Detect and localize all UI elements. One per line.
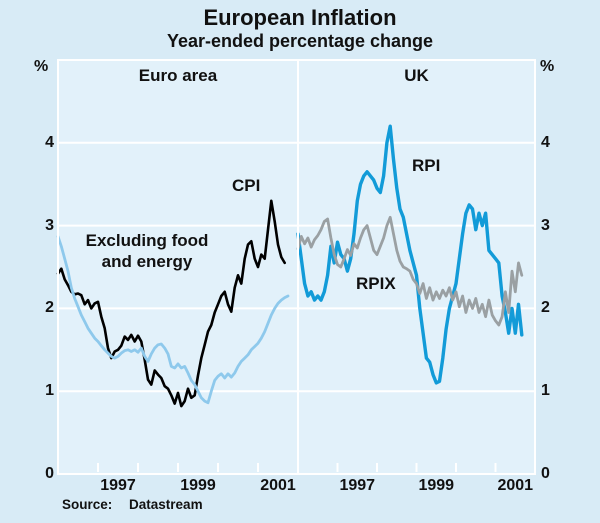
x-axis-label-uk-1999: 1999 [418, 477, 455, 494]
cpi-line [56, 199, 287, 408]
y-axis-label-left-3: 3 [45, 216, 54, 234]
plot-background [58, 60, 535, 474]
series-label-rpix: RPIX [356, 274, 396, 293]
series-label-excluding-food-and-energy: Excluding food and energy [85, 231, 209, 271]
y-axis-label-left-1: 1 [45, 382, 54, 400]
y-axis-label-right-2: 2 [541, 299, 550, 317]
panel-title-uk: UK [404, 66, 429, 85]
y-axis-label-right-4: 4 [541, 133, 550, 151]
rpix-line [296, 215, 524, 327]
x-axis-label-euro-area-2001: 2001 [260, 477, 296, 494]
chart-subtitle: Year-ended percentage change [166, 31, 434, 51]
panel-title-euro-area: Euro area [138, 66, 218, 85]
chart-title: European Inflation [203, 5, 397, 30]
source-note: Source: Datastream [62, 497, 203, 512]
y-axis-label-left-2: 2 [45, 299, 54, 317]
y-axis-unit-left: % [34, 58, 49, 75]
x-axis-label-euro-area-1999: 1999 [180, 477, 216, 494]
series-label-rpi: RPI [412, 156, 441, 175]
x-axis-label-uk-1997: 1997 [339, 477, 376, 494]
series-label-cpi: CPI [232, 176, 261, 195]
y-axis-label-left-4: 4 [45, 133, 54, 151]
source-value: Datastream [129, 497, 203, 512]
plot-border [57, 59, 536, 475]
source-label: Source: [62, 497, 113, 512]
y-axis-label-left-0: 0 [45, 465, 54, 482]
x-axis-label-uk-2001: 2001 [497, 477, 534, 494]
y-axis-label-right-1: 1 [541, 382, 550, 400]
y-axis-label-right-3: 3 [541, 216, 550, 234]
excluding-food-and-energy-line [56, 234, 290, 405]
x-axis-label-euro-area-1997: 1997 [100, 477, 136, 494]
y-axis-unit-right: % [540, 58, 555, 75]
y-axis-label-right-0: 0 [541, 465, 550, 482]
